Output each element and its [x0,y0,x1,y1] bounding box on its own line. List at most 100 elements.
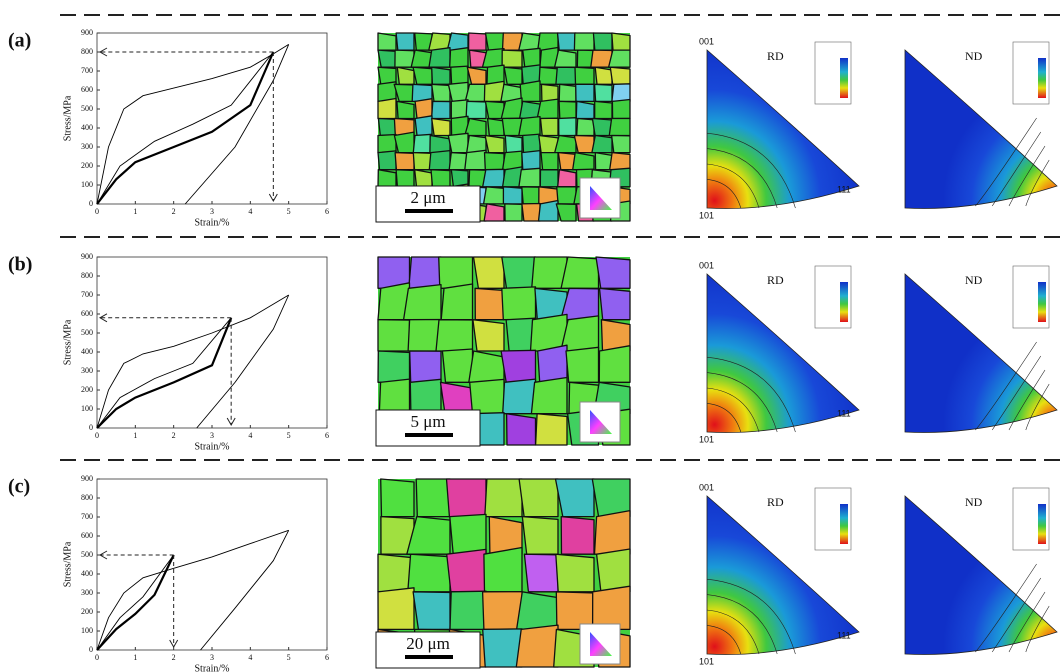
grain [431,117,451,137]
y-tick-label: 700 [81,512,93,521]
grain [608,117,631,137]
x-axis-label: Strain/% [195,217,230,228]
grain [414,169,433,188]
grain [534,413,568,446]
grain [483,151,505,171]
x-tick-label: 3 [210,653,214,662]
grain [575,100,595,120]
y-tick-label: 500 [81,550,93,559]
grain [607,49,631,68]
x-tick-label: 0 [95,207,99,216]
grain [429,134,451,154]
grain [396,66,415,85]
scale-bar-box [375,185,481,223]
grain [502,186,523,205]
y-tick-label: 0 [89,199,93,208]
contour [706,356,796,433]
grain [402,283,442,321]
contour [706,148,778,209]
contour [991,355,1042,431]
y-tick-label: 600 [81,309,93,318]
grain [574,66,595,85]
curve [96,51,275,205]
grain [560,515,595,555]
grain [377,32,397,51]
corner-label: 001 [699,36,714,46]
grain [395,32,415,51]
x-tick-label: 1 [133,431,137,440]
scale-bar-text: 5 μm [410,412,445,431]
ipf-legend-bar [840,504,848,544]
x-tick-label: 5 [287,653,291,662]
grain [522,47,541,68]
grain [560,256,600,289]
panel-label: (b) [8,254,32,276]
plot-frame [96,256,328,429]
scale-bar-text: 2 μm [410,188,445,207]
curve [96,317,233,429]
contour [975,117,1037,207]
grain [591,134,613,154]
y-tick-label: 800 [81,271,93,280]
grain [500,349,537,383]
x-tick-label: 0 [95,431,99,440]
y-axis-label: Stress/MPa [62,541,73,587]
grain [377,49,397,68]
ipf-direction: ND [965,495,983,509]
arrowhead [226,417,236,427]
grain [575,83,595,103]
y-tick-label: 400 [81,569,93,578]
ipf-triangle [904,49,1058,209]
curve [96,44,289,205]
ipf-key [590,632,612,656]
grain [407,553,451,593]
ipf-triangle [706,273,860,433]
grain [486,117,505,137]
grain [501,256,537,289]
y-tick-label: 300 [81,588,93,597]
y-tick-label: 100 [81,180,93,189]
x-tick-label: 5 [287,207,291,216]
grain [594,100,613,120]
plot-frame [96,32,328,205]
grain [447,132,469,154]
grain [377,150,397,171]
grain [540,151,559,171]
y-tick-label: 600 [81,85,93,94]
panel-label: (a) [8,30,31,52]
y-tick-label: 100 [81,404,93,413]
grain [610,134,631,154]
contour [991,577,1042,653]
ipf-triangle [904,273,1058,433]
x-axis-label: Strain/% [195,441,230,452]
contour [706,594,778,655]
panel-label: (c) [8,476,30,498]
grain [595,256,631,289]
grain [522,133,541,154]
grain [377,169,397,188]
grain [595,548,631,593]
grain [412,133,433,154]
grain [521,515,559,555]
contour [706,625,742,655]
ipf-direction: ND [965,273,983,287]
y-axis-label: Stress/MPa [62,95,73,141]
grain [576,117,595,137]
y-tick-label: 200 [81,161,93,170]
grain [428,47,451,68]
grain [439,381,474,415]
scale-bar-box [375,631,481,669]
grain [464,83,487,103]
grain [611,98,631,120]
grain [592,32,613,51]
y-axis-label: Stress/MPa [62,319,73,365]
grain [501,49,523,68]
grain [450,65,469,85]
curve [96,294,289,429]
grain [609,151,631,171]
grain [483,203,505,222]
curve [96,317,232,429]
grain [482,168,505,188]
y-tick-label: 0 [89,423,93,432]
contour [706,163,760,209]
